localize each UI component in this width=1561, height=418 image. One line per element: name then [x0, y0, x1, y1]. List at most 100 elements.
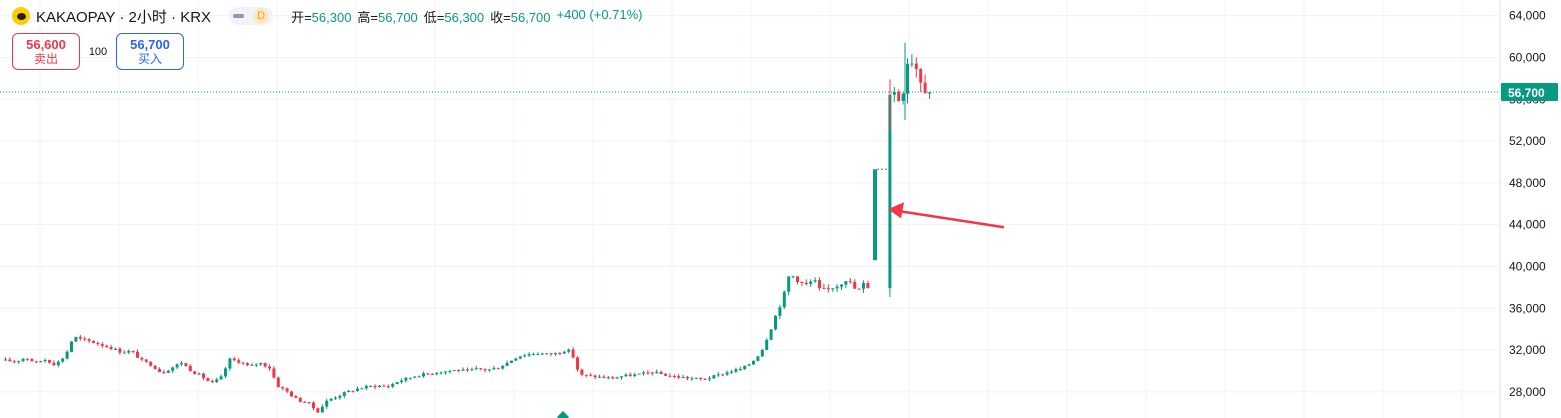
candle — [404, 376, 408, 383]
candle-body — [888, 94, 892, 289]
sell-price: 56,600 — [26, 37, 66, 52]
candle-body — [554, 353, 557, 355]
limit-up-candle — [873, 168, 888, 261]
candle — [743, 365, 747, 371]
buy-button[interactable]: 56,700 买入 — [116, 33, 184, 70]
candle — [505, 360, 509, 367]
candle-body — [730, 371, 733, 373]
candle — [778, 304, 782, 320]
eye-toggle-icon[interactable]: D — [229, 7, 274, 25]
candle — [52, 360, 56, 367]
candle-body — [92, 340, 95, 343]
candle — [237, 357, 241, 364]
candle — [708, 376, 711, 382]
candle-body — [637, 373, 641, 375]
candle — [496, 367, 500, 370]
candle — [580, 368, 584, 377]
trade-buttons: 56,600 卖出 100 56,700 买入 — [12, 33, 184, 70]
candle-body — [765, 339, 769, 350]
candle — [892, 87, 896, 103]
candle — [369, 385, 373, 388]
candle — [694, 377, 698, 379]
axis-tick-label: 48,000 — [1509, 176, 1546, 190]
candle-body — [48, 360, 51, 363]
candle — [215, 377, 219, 384]
candle-body — [589, 375, 593, 377]
candle — [831, 288, 835, 292]
candle — [246, 362, 249, 367]
candle — [725, 370, 729, 376]
candle-body — [694, 377, 698, 379]
candle-body — [897, 91, 901, 101]
candle — [87, 338, 91, 344]
candle-body — [518, 356, 522, 359]
candle-body — [791, 276, 795, 278]
sell-button[interactable]: 56,600 卖出 — [12, 33, 80, 70]
candle-body — [910, 63, 914, 65]
candle-body — [144, 359, 148, 362]
candle-body — [285, 388, 289, 392]
candle — [408, 377, 412, 380]
symbol-title[interactable]: KAKAOPAY · 2小时 · KRX — [36, 8, 212, 26]
candle-body — [435, 373, 439, 375]
ohlc-values: 开=56,300 高=56,700 低=56,300 收=56,700 +400… — [291, 7, 642, 26]
candle-body — [30, 359, 34, 362]
candle-body — [738, 369, 742, 371]
candle — [136, 349, 139, 358]
candle — [554, 352, 557, 356]
candle-body — [809, 281, 813, 285]
candle-body — [171, 367, 175, 371]
candle — [650, 371, 654, 376]
candle-body — [831, 288, 835, 290]
candle-body — [769, 329, 773, 340]
price-axis[interactable]: 64,00060,00056,00052,00048,00044,00040,0… — [1501, 9, 1558, 399]
candle — [800, 281, 804, 286]
candle — [501, 364, 505, 370]
candle-body — [505, 362, 509, 366]
candle-body — [848, 281, 852, 283]
quantity-value[interactable]: 100 — [88, 45, 108, 58]
candle — [307, 402, 311, 405]
candle-body — [254, 364, 258, 366]
candle — [118, 346, 122, 355]
candle-body — [329, 398, 333, 401]
candle-body — [527, 354, 531, 356]
candle-body — [923, 82, 927, 94]
candle-body — [237, 360, 241, 363]
candle-body — [342, 392, 346, 396]
candle-body — [725, 372, 729, 375]
candle — [334, 396, 337, 400]
candle-body — [532, 354, 535, 356]
buy-label: 买入 — [137, 52, 162, 66]
candle-body — [386, 386, 390, 388]
candle-body — [356, 388, 359, 392]
candle-body — [114, 348, 117, 350]
candle — [584, 374, 588, 378]
candle-body — [408, 377, 412, 379]
candle — [655, 369, 659, 374]
candle — [659, 370, 663, 375]
candle-body — [686, 376, 689, 379]
candle — [813, 277, 817, 283]
candle — [197, 372, 201, 375]
candle-body — [334, 397, 337, 399]
candle — [514, 357, 518, 361]
candle — [923, 74, 927, 94]
candle — [606, 376, 610, 380]
candle-body — [840, 284, 843, 287]
candle-body — [219, 376, 223, 380]
candles-layer — [4, 42, 931, 413]
candle-body — [215, 379, 219, 383]
axis-tick-label: 32,000 — [1509, 343, 1546, 357]
candle — [39, 360, 43, 363]
candle — [241, 361, 245, 365]
candle — [461, 367, 465, 372]
candle — [562, 350, 566, 354]
candle-body — [474, 368, 478, 370]
candle — [914, 57, 918, 78]
candle-body — [642, 372, 645, 374]
candle — [166, 369, 170, 374]
candle-body — [373, 385, 377, 387]
candle-body — [105, 345, 109, 347]
